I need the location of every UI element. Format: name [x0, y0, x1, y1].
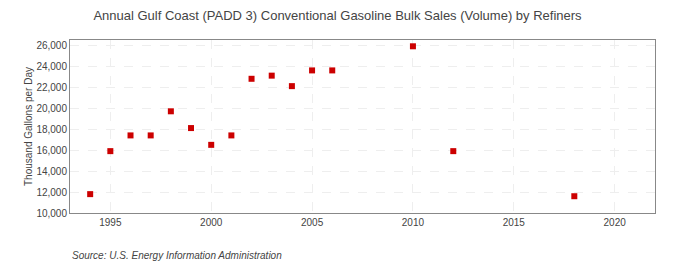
svg-text:14,000: 14,000: [36, 166, 67, 177]
svg-text:2005: 2005: [301, 217, 324, 228]
svg-text:Thousand Gallons per Day: Thousand Gallons per Day: [23, 67, 34, 186]
svg-text:24,000: 24,000: [36, 61, 67, 72]
svg-text:26,000: 26,000: [36, 40, 67, 51]
svg-text:18,000: 18,000: [36, 124, 67, 135]
svg-text:20,000: 20,000: [36, 103, 67, 114]
svg-text:2015: 2015: [503, 217, 526, 228]
svg-text:Source: U.S. Energy Informatio: Source: U.S. Energy Information Administ…: [72, 250, 282, 261]
svg-text:16,000: 16,000: [36, 145, 67, 156]
svg-text:2010: 2010: [402, 217, 425, 228]
svg-text:2020: 2020: [604, 217, 627, 228]
svg-text:22,000: 22,000: [36, 82, 67, 93]
svg-text:12,000: 12,000: [36, 187, 67, 198]
svg-text:2000: 2000: [200, 217, 223, 228]
svg-text:1995: 1995: [99, 217, 122, 228]
svg-text:10,000: 10,000: [36, 208, 67, 219]
svg-text:Annual Gulf Coast (PADD 3) Con: Annual Gulf Coast (PADD 3) Conventional …: [93, 8, 582, 23]
